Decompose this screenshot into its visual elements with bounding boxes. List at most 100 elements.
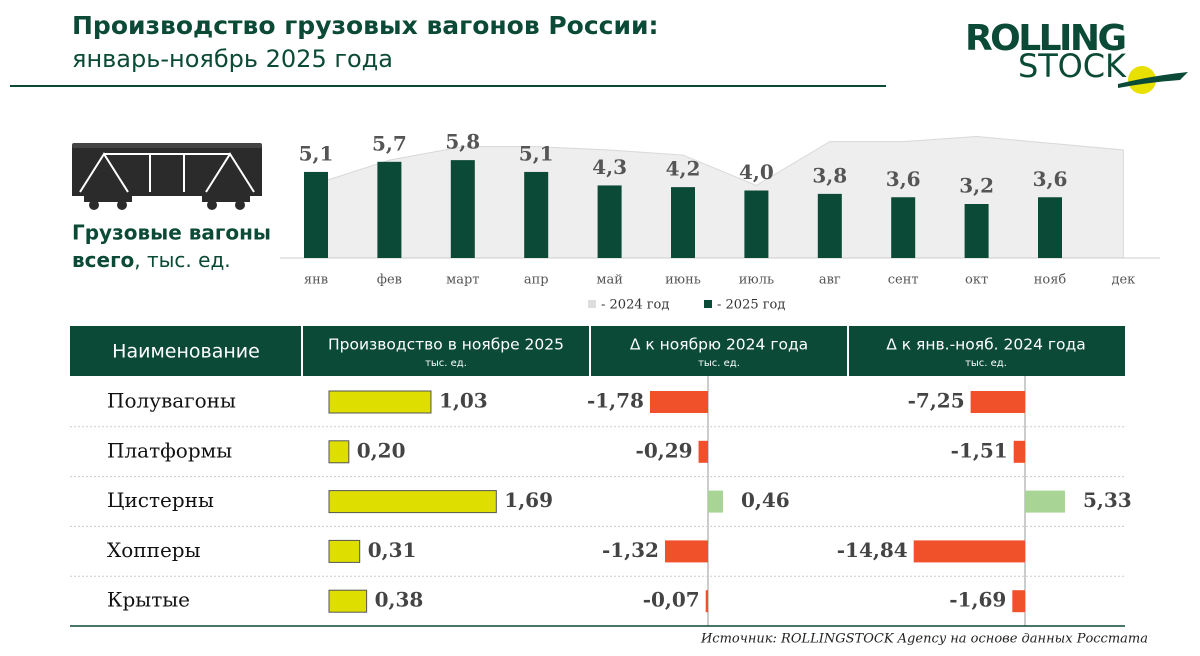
table-bar xyxy=(970,391,1025,413)
bogie xyxy=(84,196,132,202)
x-tick-label: авг xyxy=(819,273,841,288)
x-tick-label: нояб xyxy=(1034,273,1067,288)
bar-2025 xyxy=(891,197,916,258)
wheel xyxy=(89,200,99,210)
wheel xyxy=(235,200,245,210)
wagon-frame xyxy=(79,152,255,193)
table-bar xyxy=(328,539,361,563)
bogie xyxy=(202,196,250,202)
bar-2025 xyxy=(304,171,328,258)
x-tick-label: янв xyxy=(304,273,328,288)
table-bar xyxy=(1012,590,1025,613)
x-tick-label: июнь xyxy=(665,273,701,288)
column-title: Производство в ноябре 2025 xyxy=(328,336,564,354)
table-bar xyxy=(649,391,708,413)
table-value-label: -0,29 xyxy=(636,438,693,462)
column-unit: тыс. ед. xyxy=(698,358,740,369)
table-bar xyxy=(328,440,350,464)
table-value-label: -14,84 xyxy=(837,538,908,562)
logo-rail xyxy=(1118,72,1188,88)
table-bar xyxy=(328,390,432,414)
table-value-label: -1,69 xyxy=(949,588,1006,612)
table-bar xyxy=(328,589,368,613)
bar-2025 xyxy=(964,204,989,258)
bar-2025 xyxy=(524,171,549,258)
value-label: 5,1 xyxy=(519,141,554,165)
wheel xyxy=(117,200,127,210)
chart-label: Грузовые вагоны xyxy=(72,221,271,245)
chart-label-bold: всего xyxy=(72,248,134,272)
value-label: 3,6 xyxy=(886,167,921,191)
row-name: Хопперы xyxy=(107,538,201,562)
x-tick-label: дек xyxy=(1111,273,1135,288)
legend-swatch xyxy=(588,300,596,308)
logo-line1: ROLLING xyxy=(965,18,1127,59)
value-label: 3,2 xyxy=(959,174,994,198)
row-name: Платформы xyxy=(107,438,232,462)
column-title: Δ к ноябрю 2024 года xyxy=(630,336,808,354)
table-value-label: 0,20 xyxy=(357,438,406,462)
x-tick-label: окт xyxy=(965,273,988,288)
table-value-label: 0,46 xyxy=(741,488,790,512)
x-tick-label: фев xyxy=(377,273,402,288)
subtitle: январь-ноябрь 2025 года xyxy=(72,45,393,73)
table-value-label: -7,25 xyxy=(908,389,965,413)
value-label: 5,1 xyxy=(299,141,334,165)
table-bar xyxy=(328,490,497,514)
column-unit: тыс. ед. xyxy=(425,358,467,369)
row-name: Крытые xyxy=(107,588,190,612)
chart-label-unit: , тыс. ед. xyxy=(134,248,230,272)
table-bar xyxy=(664,540,708,563)
table-bar xyxy=(1013,440,1025,463)
legend-label: - 2024 год xyxy=(601,298,669,313)
table-bar xyxy=(698,440,708,463)
source: Источник: ROLLINGSTOCK Agency на основе … xyxy=(700,632,1148,647)
logo-line2: STOCK xyxy=(1018,47,1127,85)
row-name: Полувагоны xyxy=(107,389,236,413)
wheel xyxy=(207,200,217,210)
title: Производство грузовых вагонов России: xyxy=(72,11,659,40)
wagon-roof xyxy=(72,143,262,148)
table-value-label: 0,38 xyxy=(375,588,424,612)
bar-2025 xyxy=(597,185,622,258)
name-header: Наименование xyxy=(112,341,260,363)
logo: ROLLING STOCK xyxy=(965,18,1188,94)
table-value-label: 5,33 xyxy=(1083,488,1132,512)
column-unit: тыс. ед. xyxy=(965,358,1007,369)
table-bar xyxy=(913,540,1025,563)
table-value-label: -1,51 xyxy=(951,438,1008,462)
bar-2025 xyxy=(817,193,842,258)
table-bar xyxy=(705,590,708,613)
value-label: 4,2 xyxy=(666,157,701,181)
table-value-label: -1,78 xyxy=(587,389,644,413)
wagon-icon xyxy=(72,143,262,210)
x-tick-label: сент xyxy=(888,273,919,288)
area-2024 xyxy=(315,135,1124,259)
table-header xyxy=(70,326,1125,376)
value-label: 5,7 xyxy=(372,131,407,155)
table-bar xyxy=(1025,490,1065,513)
x-tick-label: апр xyxy=(524,273,549,288)
bar-2025 xyxy=(1038,197,1062,258)
table-bar xyxy=(708,490,723,513)
bar-2025 xyxy=(744,190,769,258)
table-value-label: 0,31 xyxy=(368,538,417,562)
value-label: 5,8 xyxy=(445,130,480,154)
bar-2025 xyxy=(450,160,475,258)
table-value-label: -1,32 xyxy=(602,538,659,562)
column-title: Δ к янв.-нояб. 2024 года xyxy=(886,336,1086,354)
chart-label: всего, тыс. ед. xyxy=(72,248,231,272)
value-label: 3,6 xyxy=(1033,167,1068,191)
legend-label: - 2025 год xyxy=(717,298,785,313)
table-value-label: 1,03 xyxy=(439,389,488,413)
legend-swatch xyxy=(704,300,712,308)
table-value-label: 1,69 xyxy=(504,488,553,512)
x-tick-label: июль xyxy=(739,273,774,288)
value-label: 4,3 xyxy=(592,155,627,179)
x-tick-label: март xyxy=(446,273,479,288)
value-label: 3,8 xyxy=(812,163,847,187)
row-name: Цистерны xyxy=(107,488,214,512)
x-tick-label: май xyxy=(596,273,623,288)
bar-2025 xyxy=(671,187,695,258)
